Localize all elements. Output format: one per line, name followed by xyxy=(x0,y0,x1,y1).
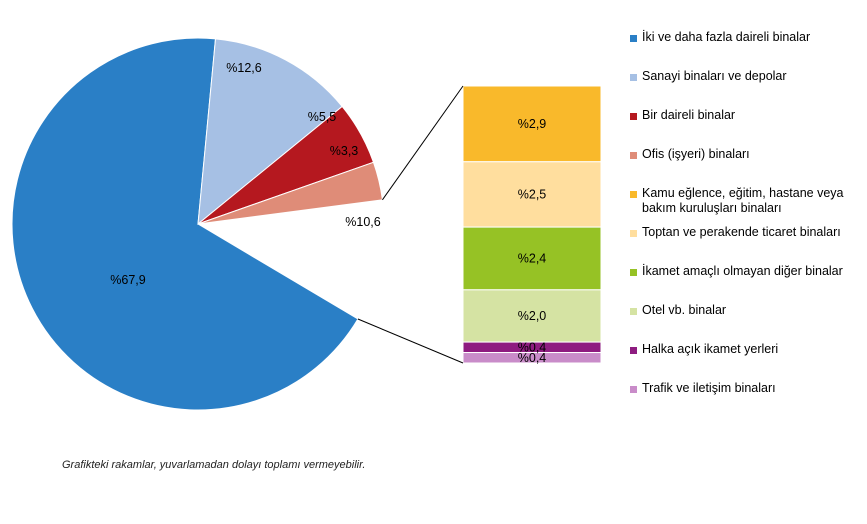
legend-item: Sanayi binaları ve depolar xyxy=(630,69,787,84)
legend-swatch xyxy=(630,191,637,198)
bar-label: %0,4 xyxy=(518,340,547,354)
connector-line xyxy=(382,85,464,201)
pie-label: %12,6 xyxy=(226,61,261,75)
connector-line xyxy=(357,318,464,364)
legend-swatch xyxy=(630,35,637,42)
bar-segment xyxy=(462,289,602,343)
bar-segment xyxy=(462,226,602,291)
legend-label: İki ve daha fazla daireli binalar xyxy=(642,30,811,44)
legend-item: Halka açık ikamet yerleri xyxy=(630,342,778,357)
legend-swatch xyxy=(630,152,637,159)
legend-item: İkamet amaçlı olmayan diğer binalar xyxy=(630,264,843,279)
legend-swatch xyxy=(630,386,637,393)
legend-swatch xyxy=(630,230,637,237)
legend-item: Toptan ve perakende ticaret binaları xyxy=(630,225,841,240)
bar-label: %2,0 xyxy=(518,309,547,323)
pie-slice xyxy=(11,37,359,411)
legend-label: Bir daireli binalar xyxy=(642,108,736,122)
pie-label: %10,6 xyxy=(345,215,380,229)
pie-slice xyxy=(198,199,385,319)
legend-label: Trafik ve iletişim binaları xyxy=(642,381,776,395)
bar-label: %0,4 xyxy=(518,351,547,365)
legend-item: İki ve daha fazla daireli binalar xyxy=(630,30,810,45)
legend-label: Ofis (işyeri) binaları xyxy=(642,147,750,161)
bar-segment xyxy=(462,85,602,163)
legend-label: Halka açık ikamet yerleri xyxy=(642,342,779,356)
legend-swatch xyxy=(630,308,637,315)
legend-swatch xyxy=(630,347,637,354)
bar-label: %2,4 xyxy=(518,251,547,265)
legend-label: İkamet amaçlı olmayan diğer binalar xyxy=(642,264,843,278)
bar-segment xyxy=(462,352,602,364)
pie-slice xyxy=(197,38,343,226)
legend-item: Otel vb. binalar xyxy=(630,303,726,318)
legend-item: Bir daireli binalar xyxy=(630,108,735,123)
legend-item: Kamu eğlence, eğitim, hastane veya bakım… xyxy=(630,186,844,216)
legend-swatch xyxy=(630,74,637,81)
bar-segment xyxy=(462,161,602,228)
pie-label: %5,5 xyxy=(308,110,337,124)
bar-label: %2,9 xyxy=(518,117,547,131)
legend-label: Otel vb. binalar xyxy=(642,303,727,317)
pie-label: %67,9 xyxy=(110,273,145,287)
legend-item: Trafik ve iletişim binaları xyxy=(630,381,776,396)
legend-label: Toptan ve perakende ticaret binaları xyxy=(642,225,841,239)
legend-label: Sanayi binaları ve depolar xyxy=(642,69,787,83)
legend-item: Ofis (işyeri) binaları xyxy=(630,147,750,162)
pie-label: %3,3 xyxy=(330,144,359,158)
legend-swatch xyxy=(630,113,637,120)
legend-swatch xyxy=(630,269,637,276)
legend-label: Kamu eğlence, eğitim, hastane veya bakım… xyxy=(642,186,844,215)
bar-label: %2,5 xyxy=(518,187,547,201)
footnote: Grafikteki rakamlar, yuvarlamadan dolayı… xyxy=(62,459,366,471)
